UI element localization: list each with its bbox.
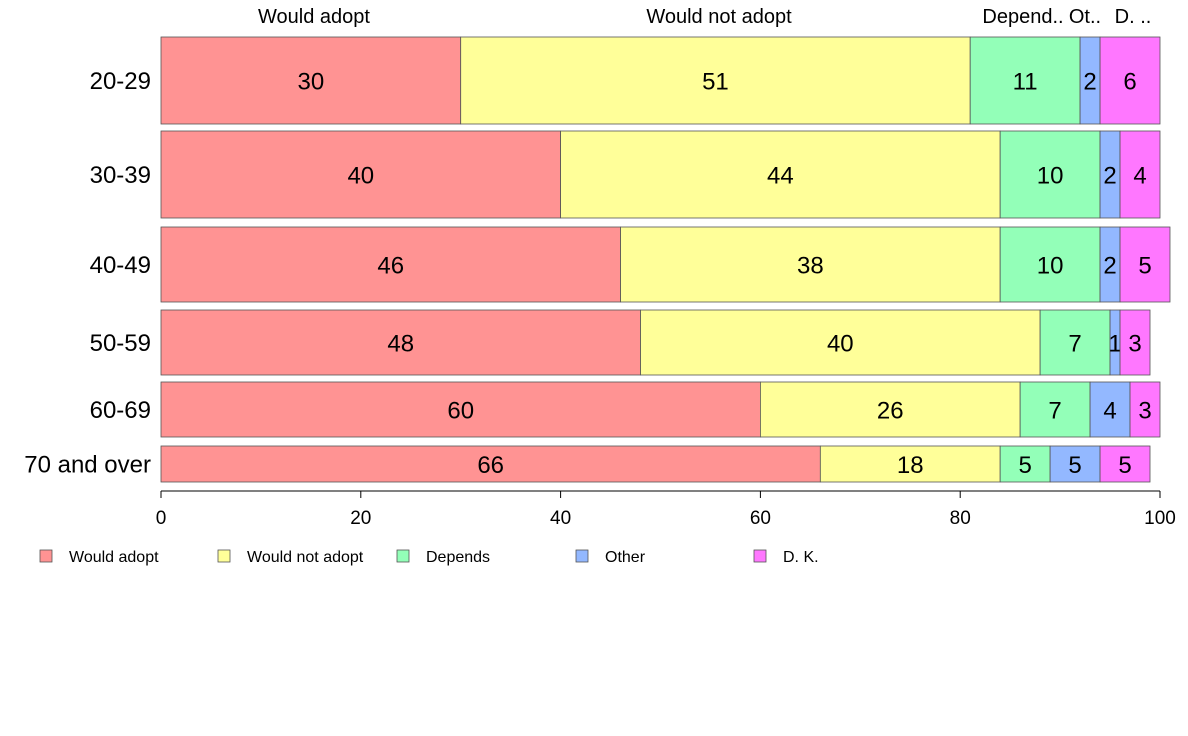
legend-swatch xyxy=(396,549,410,563)
data-label: 3 xyxy=(1128,331,1141,358)
bar-segment xyxy=(560,130,1001,219)
legend-label: Depends xyxy=(426,549,490,566)
bar-segment xyxy=(760,381,1021,438)
data-label: 46 xyxy=(377,253,404,280)
column-header-label: D. .. xyxy=(1115,6,1152,28)
bar-segment xyxy=(999,445,1051,483)
legend-item: D. K. xyxy=(753,549,819,566)
data-label: 66 xyxy=(477,452,504,479)
column-header-label: Would adopt xyxy=(258,6,370,28)
category-labels: 20-29 30-39 40-49 50-59 60-69 70 and over xyxy=(24,68,151,479)
data-label: 51 xyxy=(702,69,729,96)
data-label: 10 xyxy=(1037,163,1064,190)
bar-segment xyxy=(640,309,1041,376)
bar-segment xyxy=(1019,381,1091,438)
data-label: 18 xyxy=(897,452,924,479)
bar-segment xyxy=(969,36,1081,125)
bar-segment xyxy=(999,130,1101,219)
data-label: 40 xyxy=(827,331,854,358)
legend-item: Would not adopt xyxy=(217,549,364,566)
bar-row: 30 51 11 2 6 xyxy=(160,36,1161,125)
bar-row: 40 44 10 2 4 xyxy=(160,130,1161,219)
x-axis: 0 20 40 60 80 100 xyxy=(156,490,1176,529)
legend-label: D. K. xyxy=(783,549,819,566)
data-label: 10 xyxy=(1037,253,1064,280)
x-tick-label: 0 xyxy=(156,508,167,529)
category-label: 30-39 xyxy=(90,162,151,189)
bar-segment xyxy=(1129,381,1161,438)
bar-segment xyxy=(160,309,641,376)
data-label: 1 xyxy=(1108,331,1121,358)
bar-segment xyxy=(620,226,1001,303)
bar-segment xyxy=(460,36,971,125)
bar-segment xyxy=(1099,445,1151,483)
category-label: 50-59 xyxy=(90,330,151,357)
bar-row: 66 18 5 5 5 xyxy=(160,445,1151,483)
legend-swatch xyxy=(39,549,53,563)
legend-swatch xyxy=(753,549,767,563)
column-header-label: Would not adopt xyxy=(646,6,792,28)
data-label: 30 xyxy=(297,69,324,96)
legend-swatch xyxy=(217,549,231,563)
bar-segment xyxy=(1099,36,1161,125)
column-header-label: Ot.. xyxy=(1069,6,1101,28)
data-label: 6 xyxy=(1123,69,1136,96)
data-label: 11 xyxy=(1013,69,1038,96)
bar-segment xyxy=(160,130,562,219)
bar-segment xyxy=(819,445,1001,483)
bar-segment xyxy=(1119,130,1161,219)
legend-label: Would adopt xyxy=(69,549,159,566)
bar-segment xyxy=(1049,445,1101,483)
data-label: 44 xyxy=(767,163,794,190)
column-header-label: Depend.. xyxy=(982,6,1063,28)
x-tick-label: 40 xyxy=(550,508,571,529)
legend-item: Other xyxy=(575,549,646,566)
bar-segment xyxy=(160,36,462,125)
data-label: 5 xyxy=(1018,452,1031,479)
legend-item: Would adopt xyxy=(39,549,159,566)
category-label: 40-49 xyxy=(90,252,151,279)
bar-segment xyxy=(160,381,761,438)
data-label: 4 xyxy=(1133,163,1146,190)
x-tick-label: 60 xyxy=(750,508,771,529)
legend-item: Depends xyxy=(396,549,490,566)
legend-label: Other xyxy=(605,549,646,566)
data-label: 7 xyxy=(1048,398,1061,425)
x-tick-label: 80 xyxy=(950,508,971,529)
bar-segment xyxy=(1039,309,1111,376)
legend-label: Would not adopt xyxy=(247,549,364,566)
column-header-labels: Would adopt Would not adopt Depend.. Ot.. D.… xyxy=(258,6,1151,28)
data-label: 60 xyxy=(447,398,474,425)
bars-group: 30 51 11 2 640 44 10 2 446 38 10 2 548 40 7 1 360 26 7 4 366… xyxy=(160,36,1171,483)
category-label: 20-29 xyxy=(90,68,151,95)
bar-segment xyxy=(160,445,821,483)
bar-row: 48 40 7 1 3 xyxy=(160,309,1151,376)
legend-swatch xyxy=(575,549,589,563)
data-label: 5 xyxy=(1118,452,1131,479)
data-label: 5 xyxy=(1068,452,1081,479)
bar-segment xyxy=(160,226,621,303)
data-label: 7 xyxy=(1068,331,1081,358)
data-label: 38 xyxy=(797,253,824,280)
data-label: 48 xyxy=(387,331,414,358)
bar-segment xyxy=(999,226,1101,303)
data-label: 26 xyxy=(877,398,904,425)
data-label: 4 xyxy=(1103,398,1116,425)
category-label: 60-69 xyxy=(90,397,151,424)
bar-row: 60 26 7 4 3 xyxy=(160,381,1161,438)
data-label: 2 xyxy=(1083,69,1096,96)
category-label: 70 and over xyxy=(24,452,151,479)
x-tick-label: 100 xyxy=(1144,508,1176,529)
legend: Would adopt Would not adopt Depends Other D.… xyxy=(39,549,819,566)
data-label: 2 xyxy=(1103,253,1116,280)
data-label: 3 xyxy=(1138,398,1151,425)
data-label: 5 xyxy=(1138,253,1151,280)
x-tick-label: 20 xyxy=(350,508,371,529)
data-label: 2 xyxy=(1103,163,1116,190)
bar-row: 46 38 10 2 5 xyxy=(160,226,1171,303)
bar-segment xyxy=(1119,309,1151,376)
data-label: 40 xyxy=(347,163,374,190)
bar-segment xyxy=(1119,226,1171,303)
